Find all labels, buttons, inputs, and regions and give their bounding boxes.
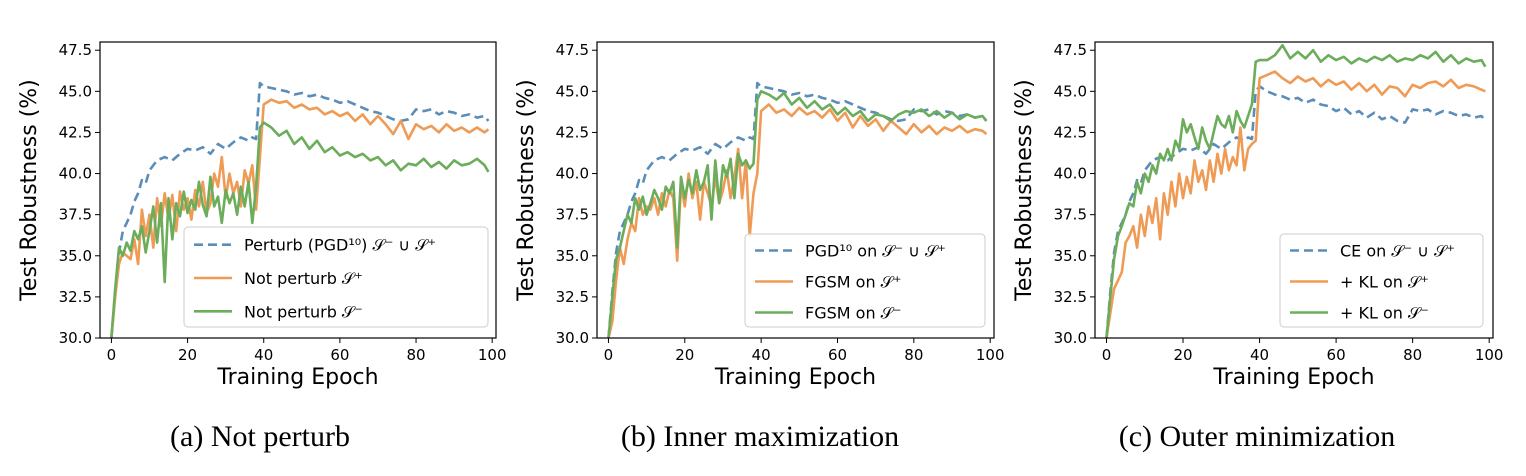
x-tick-label: 100 bbox=[1475, 346, 1504, 364]
series-group bbox=[607, 81, 988, 338]
legend-label-2: + KL on 𝒮⁺ bbox=[1340, 273, 1429, 292]
legend-box bbox=[1279, 233, 1484, 328]
y-tick-label: 32.5 bbox=[59, 288, 92, 306]
y-tick-label: 40.0 bbox=[1054, 165, 1087, 183]
legend-label-3: FGSM on 𝒮⁻ bbox=[805, 304, 902, 323]
plot-frame bbox=[99, 41, 497, 339]
y-tick-label: 35.0 bbox=[556, 247, 589, 265]
y-tick-label: 37.5 bbox=[59, 206, 92, 224]
legend-label-3: + KL on 𝒮⁻ bbox=[1340, 304, 1429, 323]
legend-box bbox=[744, 233, 986, 328]
x-axis-label: Training Epoch bbox=[216, 365, 378, 390]
y-tick-label: 35.0 bbox=[1054, 247, 1087, 265]
y-tick-label: 47.5 bbox=[556, 41, 589, 59]
y-axis-label: Test Robustness (%) bbox=[17, 79, 42, 302]
y-tick-label: 30.0 bbox=[1054, 329, 1087, 347]
legend-box bbox=[183, 226, 489, 328]
y-tick-label: 45.0 bbox=[556, 82, 589, 100]
chart-panel-3: 0 20 40 60 80 100 30.0 32.5 35.0 37.5 40.0 42.5 45.0… bbox=[1012, 41, 1503, 453]
y-tick-label: 35.0 bbox=[59, 247, 92, 265]
x-tick-label: 0 bbox=[604, 346, 614, 364]
y-tick-label: 37.5 bbox=[556, 206, 589, 224]
plot-frame bbox=[596, 41, 995, 339]
x-axis-label: Training Epoch bbox=[714, 365, 876, 390]
y-tick-label: 42.5 bbox=[556, 123, 589, 141]
series-group bbox=[1105, 43, 1487, 338]
x-tick-label: 80 bbox=[1403, 346, 1422, 364]
y-tick-label: 47.5 bbox=[1054, 41, 1087, 59]
y-tick-label: 40.0 bbox=[59, 165, 92, 183]
x-tick-label: 20 bbox=[178, 346, 197, 364]
y-tick-label: 30.0 bbox=[556, 329, 589, 347]
series-group bbox=[110, 81, 490, 338]
series-line-2 bbox=[607, 103, 988, 338]
y-tick-label: 42.5 bbox=[59, 123, 92, 141]
x-tick-label: 60 bbox=[330, 346, 349, 364]
series-line-1 bbox=[110, 81, 490, 338]
legend-label-2: Not perturb 𝒮⁺ bbox=[244, 269, 363, 288]
series-line-3 bbox=[607, 90, 988, 338]
y-tick-label: 32.5 bbox=[1054, 288, 1087, 306]
y-tick-label: 45.0 bbox=[1054, 82, 1087, 100]
y-tick-label: 30.0 bbox=[59, 329, 92, 347]
y-tick-label: 47.5 bbox=[59, 41, 92, 59]
x-axis-label: Training Epoch bbox=[1212, 365, 1374, 390]
series-line-1 bbox=[607, 81, 988, 338]
y-tick-label: 37.5 bbox=[1054, 206, 1087, 224]
x-tick-label: 20 bbox=[675, 346, 694, 364]
y-axis-label: Test Robustness (%) bbox=[1012, 79, 1037, 302]
x-tick-label: 0 bbox=[1102, 346, 1112, 364]
x-tick-label: 40 bbox=[254, 346, 273, 364]
y-tick-label: 42.5 bbox=[1054, 123, 1087, 141]
series-line-3 bbox=[110, 121, 490, 338]
x-tick-label: 80 bbox=[904, 346, 923, 364]
panel-caption: (c) Outer minimization bbox=[1119, 420, 1396, 453]
x-tick-label: 100 bbox=[478, 346, 507, 364]
legend-label-1: Perturb (PGD¹⁰) 𝒮⁻ ∪ 𝒮⁺ bbox=[244, 236, 436, 255]
x-tick-label: 60 bbox=[828, 346, 847, 364]
x-tick-label: 80 bbox=[406, 346, 425, 364]
legend: Perturb (PGD¹⁰) 𝒮⁻ ∪ 𝒮⁺ Not perturb 𝒮⁺ Not… bbox=[183, 226, 489, 328]
series-line-2 bbox=[1105, 70, 1486, 338]
x-tick-label: 40 bbox=[1250, 346, 1269, 364]
x-tick-label: 0 bbox=[107, 346, 117, 364]
plot-frame bbox=[1094, 41, 1494, 339]
legend-label-2: FGSM on 𝒮⁺ bbox=[805, 273, 902, 292]
y-tick-label: 45.0 bbox=[59, 82, 92, 100]
legend-label-3: Not perturb 𝒮⁻ bbox=[244, 302, 363, 321]
chart-panel-2: 0 20 40 60 80 100 30.0 32.5 35.0 37.5 40.0 42.5 45.0… bbox=[514, 41, 1005, 453]
legend-label-1: CE on 𝒮⁻ ∪ 𝒮⁺ bbox=[1340, 242, 1455, 261]
legend-label-1: PGD¹⁰ on 𝒮⁻ ∪ 𝒮⁺ bbox=[805, 242, 946, 261]
legend: PGD¹⁰ on 𝒮⁻ ∪ 𝒮⁺ FGSM on 𝒮⁺ FGSM on 𝒮⁻ bbox=[744, 233, 986, 328]
y-axis-label: Test Robustness (%) bbox=[514, 79, 539, 302]
x-tick-label: 20 bbox=[1173, 346, 1192, 364]
chart-panel-1: 0 20 40 60 80 100 30.0 32.5 35.0 37.5 40.0 42.5 45.0… bbox=[17, 41, 507, 453]
x-tick-label: 60 bbox=[1327, 346, 1346, 364]
x-tick-label: 100 bbox=[976, 346, 1005, 364]
x-tick-label: 40 bbox=[752, 346, 771, 364]
panel-caption: (a) Not perturb bbox=[170, 420, 350, 453]
series-line-3 bbox=[1105, 43, 1487, 338]
panel-caption: (b) Inner maximization bbox=[621, 420, 899, 453]
y-tick-label: 40.0 bbox=[556, 165, 589, 183]
y-tick-label: 32.5 bbox=[556, 288, 589, 306]
legend: CE on 𝒮⁻ ∪ 𝒮⁺ + KL on 𝒮⁺ + KL on 𝒮⁻ bbox=[1279, 233, 1484, 328]
series-line-2 bbox=[110, 98, 490, 338]
